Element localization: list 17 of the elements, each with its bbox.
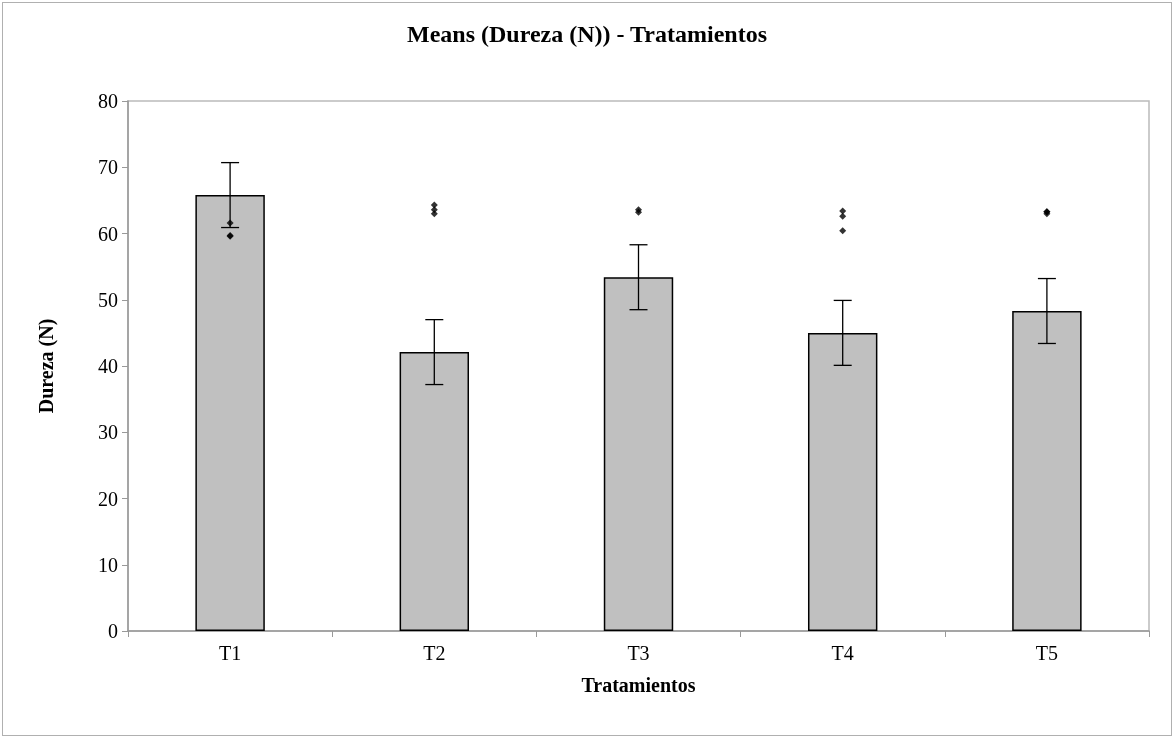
x-tick-label: T2 [423, 642, 446, 664]
y-tick-label: 80 [98, 90, 118, 112]
y-tick-label: 60 [98, 222, 118, 245]
x-tick-label: T4 [831, 642, 854, 664]
y-tick-label: 10 [98, 553, 118, 576]
y-tick-label: 0 [108, 620, 118, 642]
y-tick-label: 50 [98, 288, 118, 311]
x-tick-label: T3 [627, 642, 650, 664]
x-tick-label: T5 [1035, 642, 1059, 664]
chart-title: Means (Dureza (N)) - Tratamientos [407, 21, 767, 47]
x-tick-label: T1 [218, 642, 242, 664]
y-tick-label: 30 [98, 421, 118, 444]
y-tick-label: 20 [98, 487, 118, 510]
y-tick-label: 40 [98, 355, 118, 377]
x-axis-title: Tratamientos [581, 674, 696, 696]
y-tick-label: 70 [98, 156, 118, 179]
y-axis-title: Dureza (N) [35, 318, 58, 414]
